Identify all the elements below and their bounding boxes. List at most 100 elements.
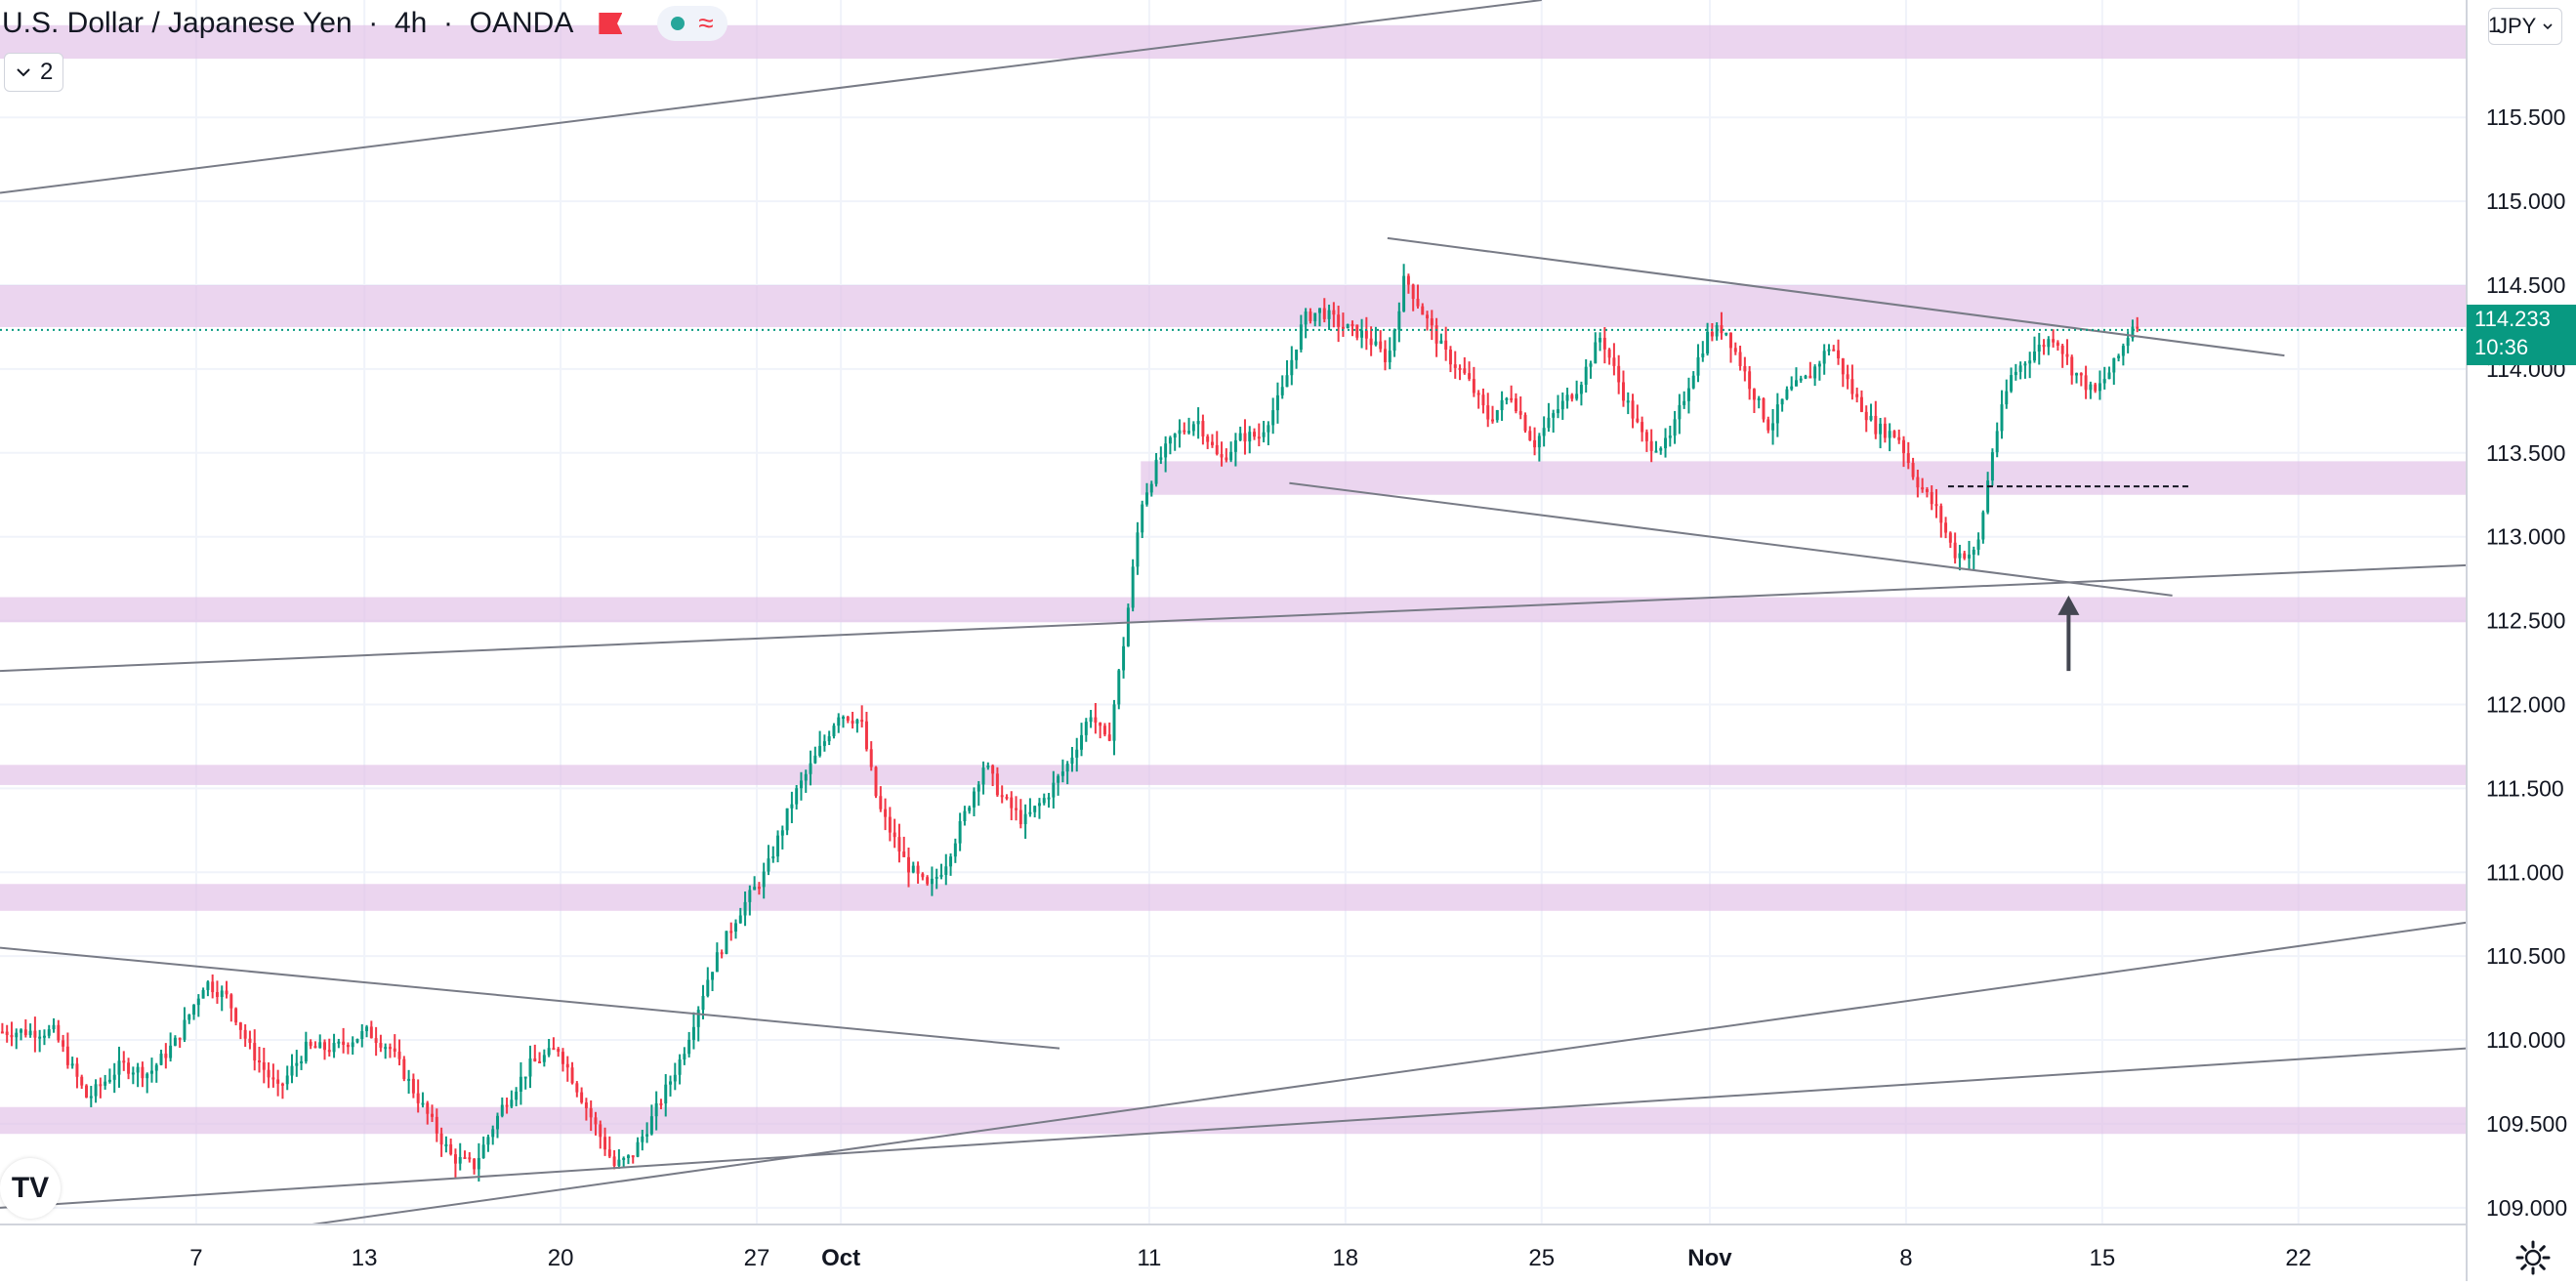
candle-body — [253, 1043, 257, 1061]
candle-body — [1518, 411, 1522, 415]
candle-body — [323, 1042, 326, 1051]
candle-body — [1794, 380, 1798, 387]
candle-body — [636, 1141, 640, 1157]
candle-body — [1701, 353, 1705, 357]
candle-body — [1416, 299, 1420, 307]
candle-body — [570, 1067, 574, 1084]
candle-body — [1299, 324, 1303, 350]
candle-body — [1015, 808, 1018, 810]
interval-label: 4h — [394, 7, 428, 39]
candle-body — [1018, 809, 1022, 825]
candle-body — [1963, 553, 1967, 559]
candle-body — [1752, 389, 1756, 400]
candle-body — [435, 1116, 438, 1134]
candle-body — [1948, 532, 1952, 543]
currency-selector[interactable]: JPY — [2488, 8, 2563, 45]
candle-body — [533, 1058, 537, 1061]
candle-body — [468, 1157, 472, 1160]
candle-body — [557, 1048, 561, 1053]
candle-body — [1327, 310, 1331, 319]
candle-body — [1047, 797, 1051, 800]
candle-body — [1430, 318, 1433, 326]
candle-body — [1406, 275, 1410, 285]
symbol-title[interactable]: U.S. Dollar / Japanese Yen · 4h · OANDA — [0, 7, 573, 40]
candle-body — [407, 1078, 411, 1081]
candle-body — [1089, 717, 1093, 723]
support-resistance-zones — [0, 24, 2467, 1135]
time-tick-label: 8 — [1899, 1245, 1912, 1271]
candle-body — [701, 995, 705, 1011]
candle-body — [729, 931, 733, 933]
candle-body — [827, 735, 831, 742]
candle-body — [1897, 436, 1901, 440]
candle-body — [1206, 436, 1210, 442]
time-tick-label: 7 — [189, 1245, 202, 1271]
time-tick-label: Oct — [821, 1245, 860, 1271]
candle-body — [1817, 363, 1821, 367]
candle-body — [104, 1081, 107, 1086]
candle-body — [42, 1035, 46, 1038]
candle-body — [1505, 397, 1509, 400]
time-axis[interactable]: 7 13 20 27 Oct 11 18 25 Nov 8 15 22 — [189, 1245, 2311, 1271]
candle-body — [1210, 441, 1214, 445]
candle-body — [1780, 398, 1784, 405]
candle-body — [1990, 452, 1994, 481]
candle-body — [1738, 352, 1742, 366]
candle-body — [1832, 349, 1836, 352]
time-tick-label: 20 — [548, 1245, 574, 1271]
zone — [1141, 461, 2467, 495]
candle-body — [1191, 424, 1195, 432]
candle-body — [842, 717, 846, 720]
price-axis-bg — [2467, 0, 2576, 1281]
candle-body — [2010, 375, 2014, 392]
candle-body — [1304, 311, 1308, 325]
candle-body — [669, 1081, 673, 1085]
price-tick-label: 111.500 — [2486, 775, 2564, 801]
symbol-legend[interactable]: U.S. Dollar / Japanese Yen · 4h · OANDA … — [0, 0, 727, 47]
candle-body — [771, 856, 775, 859]
candle-body — [846, 717, 850, 722]
flag-icon[interactable] — [599, 13, 623, 34]
candle-body — [1976, 539, 1980, 550]
candle-body — [458, 1157, 462, 1164]
candle-body — [1131, 566, 1135, 608]
candle-body — [80, 1076, 84, 1086]
candle-body — [1514, 398, 1517, 412]
exchange-label: OANDA — [469, 7, 574, 39]
gear-icon[interactable] — [2514, 1238, 2553, 1277]
candle-body — [1168, 437, 1172, 444]
candle-body — [388, 1047, 392, 1050]
candle-body — [2112, 357, 2116, 373]
candle-body — [547, 1048, 551, 1056]
candle-body — [1930, 491, 1933, 505]
candle-body — [589, 1107, 593, 1118]
candle-body — [1599, 337, 1602, 343]
candle-body — [1995, 431, 1999, 453]
candle-body — [1080, 734, 1084, 750]
market-status-pill[interactable]: ≈ — [657, 6, 727, 41]
currency-label: JPY — [2497, 14, 2537, 38]
candle-body — [2126, 338, 2130, 347]
candle-body — [1238, 433, 1242, 440]
candle-body — [1757, 397, 1761, 400]
indicators-collapse-button[interactable]: 2 — [4, 53, 64, 92]
candle-body — [1397, 311, 1401, 330]
candle-body — [211, 981, 215, 993]
candle-body — [2060, 345, 2064, 354]
tradingview-logo-icon[interactable]: TV — [0, 1158, 61, 1219]
candle-body — [659, 1102, 663, 1105]
candle-body — [1594, 342, 1598, 364]
candle-body — [1729, 332, 1732, 349]
candle-body — [1859, 396, 1863, 412]
candle-body — [1183, 430, 1186, 433]
candle-body — [1565, 394, 1569, 401]
candle-body — [1537, 436, 1541, 448]
candle-body — [1463, 368, 1467, 374]
candle-body — [453, 1154, 457, 1164]
candle-body — [869, 749, 873, 767]
candle-body — [1065, 764, 1069, 772]
candle-body — [1136, 532, 1140, 567]
candle-body — [1201, 421, 1205, 436]
